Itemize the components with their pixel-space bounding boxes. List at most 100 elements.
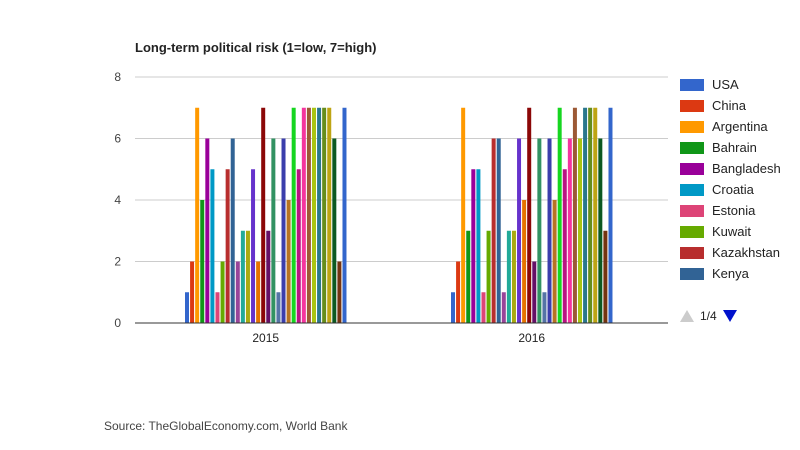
bar[interactable]: [593, 107, 598, 323]
bar[interactable]: [496, 138, 501, 324]
bar[interactable]: [251, 169, 256, 323]
pager-text: 1/4: [700, 309, 717, 323]
pager-prev-icon[interactable]: [680, 310, 694, 322]
bar[interactable]: [578, 138, 582, 324]
bar[interactable]: [603, 230, 608, 323]
bar[interactable]: [291, 107, 296, 323]
bar[interactable]: [491, 138, 496, 324]
y-tick-label: 6: [114, 132, 121, 146]
bar[interactable]: [225, 169, 230, 323]
bar[interactable]: [532, 261, 537, 324]
bar[interactable]: [271, 138, 276, 324]
bar[interactable]: [190, 261, 195, 324]
bar[interactable]: [476, 169, 481, 323]
bar[interactable]: [456, 261, 461, 324]
legend-label: USA: [712, 77, 739, 92]
bar[interactable]: [205, 138, 210, 324]
legend-swatch: [680, 162, 704, 175]
bar[interactable]: [230, 138, 235, 324]
legend-item[interactable]: Kuwait: [680, 221, 800, 242]
legend-label: Bahrain: [712, 140, 757, 155]
x-tick-label: 2016: [518, 331, 545, 345]
bar[interactable]: [327, 107, 332, 323]
bar[interactable]: [481, 292, 486, 323]
bar[interactable]: [306, 107, 311, 323]
bar[interactable]: [552, 200, 557, 323]
bar[interactable]: [583, 107, 588, 323]
bar[interactable]: [281, 138, 286, 324]
bar[interactable]: [276, 292, 281, 323]
legend-item[interactable]: Argentina: [680, 116, 800, 137]
bar[interactable]: [567, 138, 572, 324]
bar[interactable]: [332, 138, 337, 324]
bar[interactable]: [527, 107, 532, 323]
legend-label: Kazakhstan: [712, 245, 780, 260]
bar[interactable]: [542, 292, 547, 323]
pager-next-icon[interactable]: [722, 310, 737, 322]
bar[interactable]: [501, 292, 506, 323]
bar[interactable]: [185, 292, 189, 323]
y-tick-label: 8: [114, 70, 121, 84]
bar[interactable]: [486, 230, 491, 323]
bar[interactable]: [466, 230, 471, 323]
bar[interactable]: [266, 230, 271, 323]
bar[interactable]: [296, 169, 301, 323]
legend-item[interactable]: Kazakhstan: [680, 242, 800, 263]
bar[interactable]: [200, 200, 205, 323]
bar[interactable]: [210, 169, 215, 323]
legend-item[interactable]: Croatia: [680, 179, 800, 200]
gridlines: [135, 76, 668, 262]
bar[interactable]: [461, 107, 466, 323]
bar[interactable]: [342, 107, 347, 323]
legend-label: Argentina: [712, 119, 768, 134]
legend-swatch: [680, 120, 704, 133]
bar[interactable]: [195, 107, 200, 323]
bar[interactable]: [522, 200, 527, 323]
bar[interactable]: [261, 107, 266, 323]
bar[interactable]: [256, 261, 261, 324]
bar[interactable]: [598, 138, 603, 324]
y-tick-label: 2: [114, 255, 121, 269]
legend-label: Croatia: [712, 182, 754, 197]
legend-item[interactable]: China: [680, 95, 800, 116]
bar[interactable]: [506, 230, 511, 323]
bar[interactable]: [245, 230, 250, 323]
bar[interactable]: [451, 292, 455, 323]
bar[interactable]: [235, 261, 240, 324]
bar[interactable]: [608, 107, 613, 323]
legend-item[interactable]: Bangladesh: [680, 158, 800, 179]
bar[interactable]: [562, 169, 567, 323]
bar[interactable]: [471, 169, 476, 323]
legend-item[interactable]: USA: [680, 74, 800, 95]
legend-swatch: [680, 267, 704, 280]
bar[interactable]: [572, 107, 577, 323]
legend-swatch: [680, 78, 704, 91]
bar[interactable]: [537, 138, 542, 324]
bar[interactable]: [240, 230, 245, 323]
legend-item[interactable]: Estonia: [680, 200, 800, 221]
bar[interactable]: [588, 107, 593, 323]
bar[interactable]: [286, 200, 291, 323]
bar[interactable]: [220, 261, 225, 324]
bar[interactable]: [317, 107, 322, 323]
bar[interactable]: [312, 107, 316, 323]
bar[interactable]: [301, 107, 306, 323]
bar[interactable]: [547, 138, 552, 324]
legend-label: Kenya: [712, 266, 749, 281]
y-tick-label: 4: [114, 193, 121, 207]
legend-swatch: [680, 99, 704, 112]
bar[interactable]: [337, 261, 342, 324]
legend-swatch: [680, 246, 704, 259]
bar[interactable]: [322, 107, 327, 323]
legend-label: Kuwait: [712, 224, 752, 239]
y-tick-label: 0: [114, 316, 121, 330]
bar[interactable]: [511, 230, 516, 323]
bar[interactable]: [215, 292, 220, 323]
bar[interactable]: [517, 138, 522, 324]
legend-pager: 1/4: [680, 309, 737, 323]
legend-item[interactable]: Kenya: [680, 263, 800, 284]
bar[interactable]: [557, 107, 562, 323]
legend-item[interactable]: Bahrain: [680, 137, 800, 158]
legend-swatch: [680, 141, 704, 154]
